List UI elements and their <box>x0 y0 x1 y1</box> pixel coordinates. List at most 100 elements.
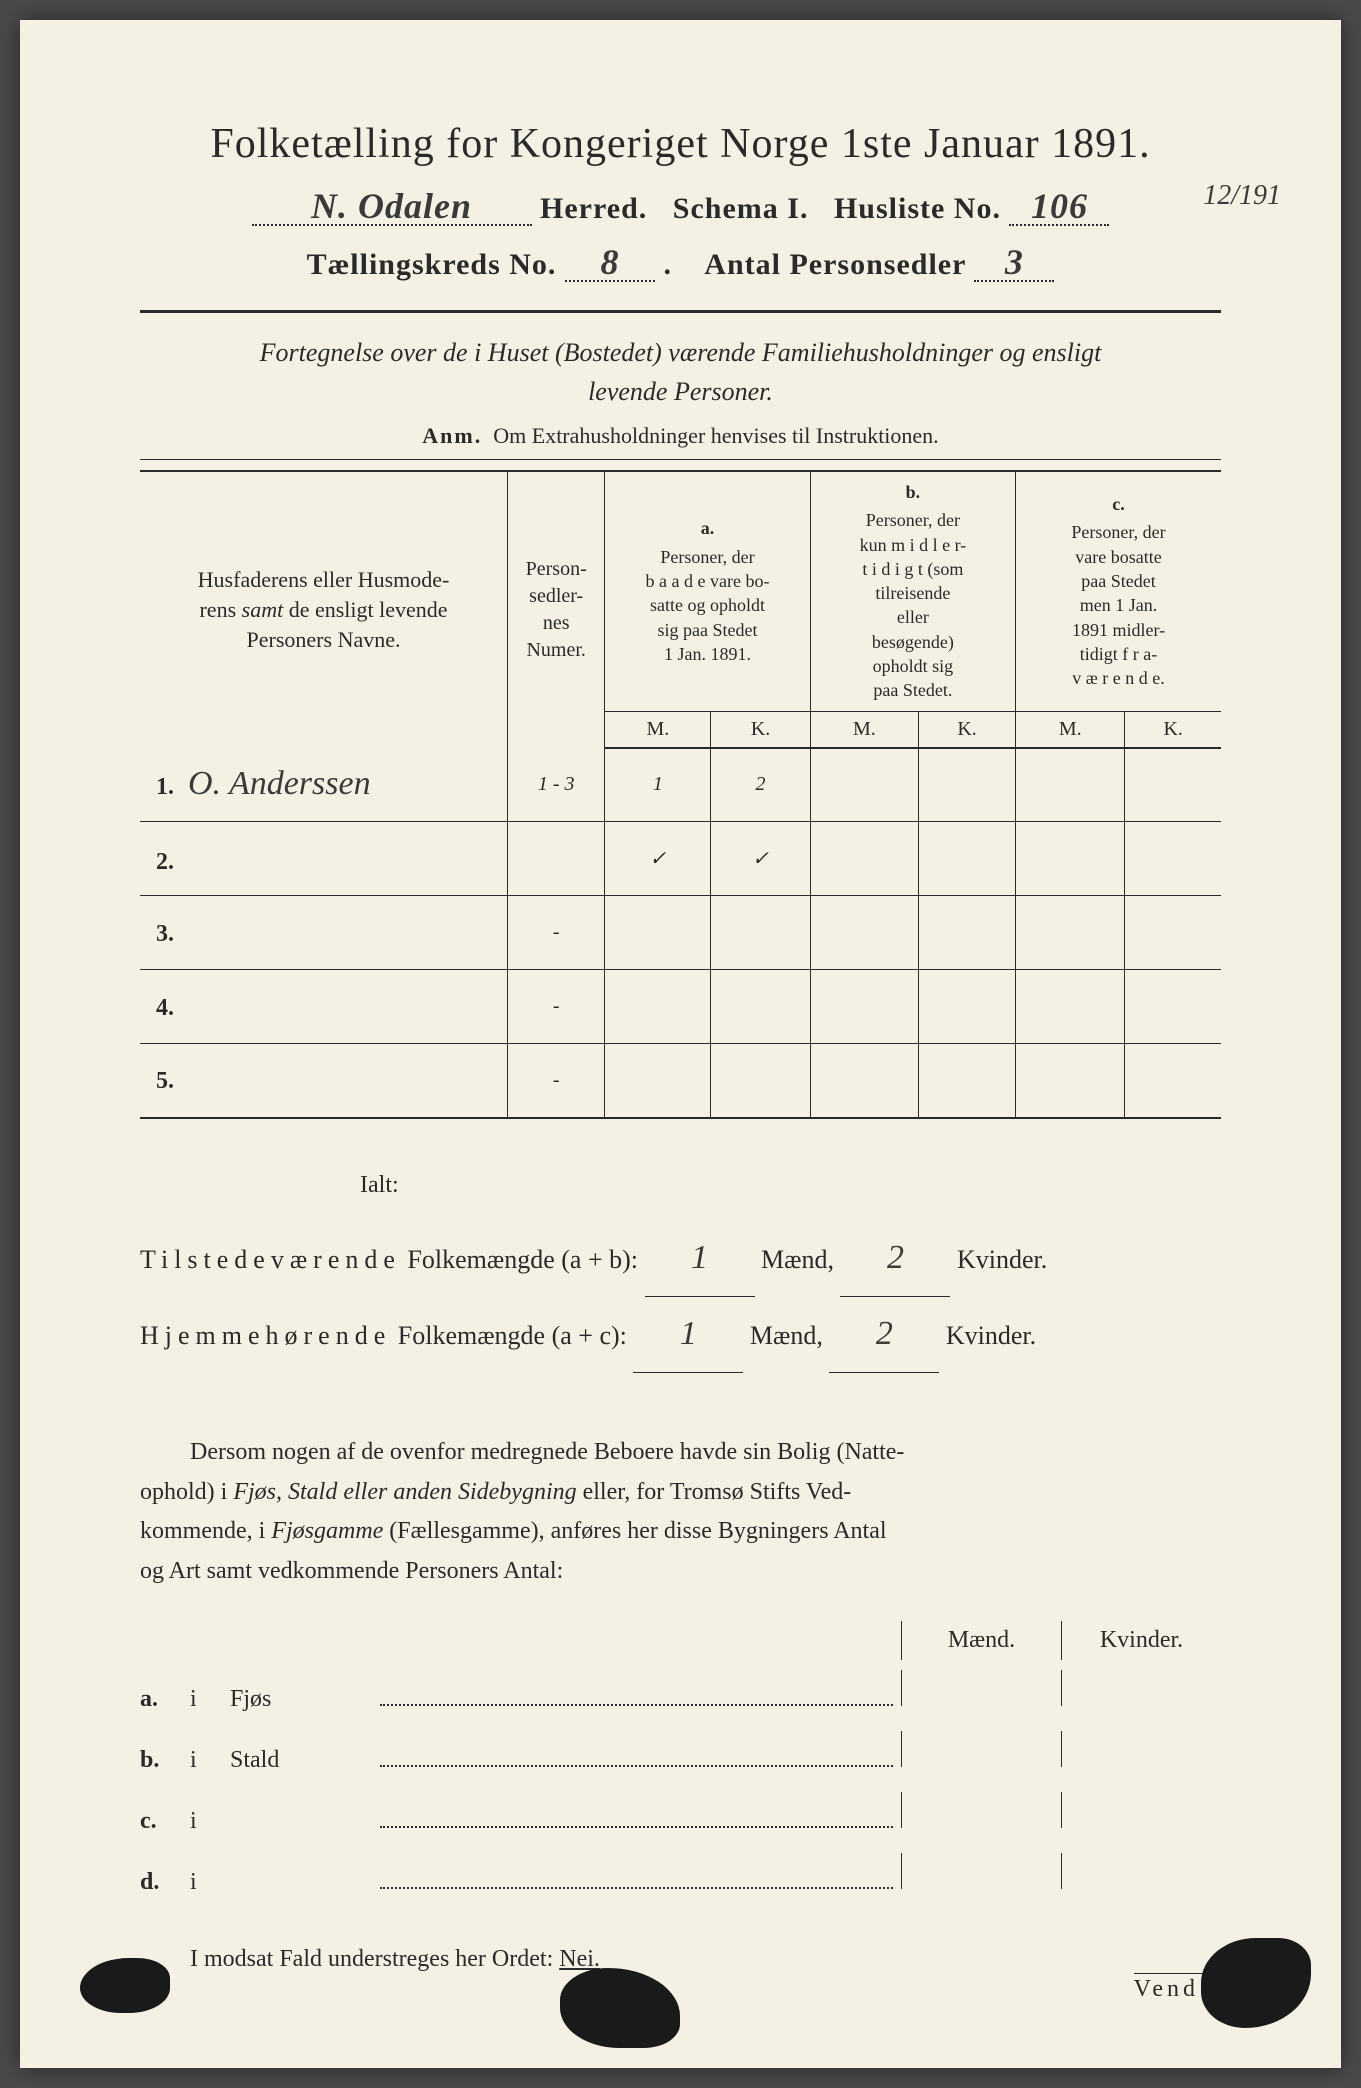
header-line-3: Tællingskreds No. 8 . Antal Personsedler… <box>140 244 1221 282</box>
census-form-page: Folketælling for Kongeriget Norge 1ste J… <box>20 20 1341 2068</box>
hjemme-k: 2 <box>829 1297 939 1373</box>
header-line-2: N. Odalen Herred. Schema I. Husliste No.… <box>140 188 1221 226</box>
kvinder-label: Kvinder. <box>946 1321 1036 1350</box>
footer-line: I modsat Fald understreges her Ordet: Ne… <box>140 1946 1221 1973</box>
lower-c-i: i <box>190 1808 230 1835</box>
cell-b-m <box>810 970 918 1044</box>
cell-c-k <box>1125 822 1221 896</box>
cell-a-k <box>711 1044 810 1118</box>
lower-d-m <box>901 1853 1061 1889</box>
col-a-m: M. <box>605 711 711 748</box>
col-a-head: a. Personer, derb a a d e vare bo-satte … <box>605 471 810 711</box>
kvinder-label: Kvinder. <box>957 1245 1047 1274</box>
subheading: Fortegnelse over de i Huset (Bostedet) v… <box>140 333 1221 411</box>
cell-c-k <box>1125 748 1221 822</box>
table-row: 5. - <box>140 1044 1221 1118</box>
col-c-head: c. Personer, dervare bosattepaa Stedetme… <box>1016 471 1221 711</box>
totals-line-2: Hjemmehørende Folkemængde (a + c): 1 Mæn… <box>140 1297 1221 1373</box>
cell-a-k: ✓ <box>711 822 810 896</box>
row-num: 4. <box>156 995 174 1021</box>
hjemme-m: 1 <box>633 1297 743 1373</box>
census-table: Husfaderens eller Husmode-rens samt de e… <box>140 470 1221 1119</box>
side-note: 12/191 <box>1203 180 1281 212</box>
cell-c-m <box>1016 1044 1125 1118</box>
paper-damage <box>1201 1938 1311 2028</box>
lower-b-txt: Stald <box>230 1747 380 1774</box>
lower-maend-head: Mænd. <box>901 1621 1061 1660</box>
husliste-label: Husliste No. <box>834 192 1001 225</box>
table-row: 2. ✓ ✓ <box>140 822 1221 896</box>
cell-b-m <box>810 822 918 896</box>
antal-label: Antal Personsedler <box>704 248 966 281</box>
lower-d-k <box>1061 1853 1221 1889</box>
row-num: 1. <box>156 774 174 800</box>
cell-c-k <box>1125 970 1221 1044</box>
hjemme-spaced: Hjemmehørende <box>140 1321 391 1350</box>
cell-a-m: ✓ <box>605 822 711 896</box>
cell-c-m <box>1016 748 1125 822</box>
col-c-k: K. <box>1125 711 1221 748</box>
lower-a-lbl: a. <box>140 1686 190 1713</box>
lower-c-k <box>1061 1792 1221 1828</box>
table-row: 1.O. Anderssen 1 - 3 1 2 <box>140 748 1221 822</box>
subheading-line2: levende Personer. <box>588 377 773 406</box>
tilstede-k: 2 <box>840 1221 950 1297</box>
row-num: 5. <box>156 1068 174 1094</box>
dots <box>380 1704 893 1706</box>
totals-line-1: Tilstedeværende Folkemængde (a + b): 1 M… <box>140 1221 1221 1297</box>
lower-b-k <box>1061 1731 1221 1767</box>
col-name-head: Husfaderens eller Husmode-rens samt de e… <box>140 471 508 748</box>
totals-block: Ialt: Tilstedeværende Folkemængde (a + b… <box>140 1159 1221 1373</box>
row-name: O. Anderssen <box>188 765 371 802</box>
herred-field: N. Odalen <box>252 188 532 226</box>
cell-b-m <box>810 748 918 822</box>
lower-kvinder-head: Kvinder. <box>1061 1621 1221 1660</box>
anm-bold: Anm. <box>422 423 482 448</box>
col-b-head: b. Personer, derkun m i d l e r-t i d i … <box>810 471 1015 711</box>
cell-a-k: 2 <box>711 748 810 822</box>
cell-a-k <box>711 896 810 970</box>
cell-a-m <box>605 970 711 1044</box>
lower-a-txt: Fjøs <box>230 1686 380 1713</box>
thin-divider <box>140 459 1221 460</box>
cell-b-k <box>919 970 1016 1044</box>
lower-c-lbl: c. <box>140 1808 190 1835</box>
tilstede-m: 1 <box>645 1221 755 1297</box>
herred-label: Herred. <box>540 192 647 225</box>
col-b-k: K. <box>919 711 1016 748</box>
anm-line: Anm. Om Extrahusholdninger henvises til … <box>140 423 1221 449</box>
lower-d-i: i <box>190 1869 230 1896</box>
cell-c-k <box>1125 896 1221 970</box>
lower-row-d: d. i <box>140 1853 1221 1896</box>
dots <box>380 1826 893 1828</box>
vend-label: Vend! <box>1134 1973 1211 2003</box>
row-num: 2. <box>156 849 174 875</box>
table-row: 3. - <box>140 896 1221 970</box>
cell-b-k <box>919 822 1016 896</box>
lower-row-a: a. i Fjøs <box>140 1670 1221 1713</box>
husliste-field: 106 <box>1009 188 1109 226</box>
col-c-label: c. <box>1022 492 1215 516</box>
page-title: Folketælling for Kongeriget Norge 1ste J… <box>140 120 1221 168</box>
col-b-m: M. <box>810 711 918 748</box>
col-c-m: M. <box>1016 711 1125 748</box>
lower-d-lbl: d. <box>140 1869 190 1896</box>
kreds-field: 8 <box>565 244 655 282</box>
maend-label: Mænd, <box>761 1245 834 1274</box>
cell-b-m <box>810 1044 918 1118</box>
lower-a-k <box>1061 1670 1221 1706</box>
cell-a-k <box>711 970 810 1044</box>
row-num-val <box>508 822 605 896</box>
explanatory-paragraph: Dersom nogen af de ovenfor medregnede Be… <box>140 1433 1221 1591</box>
cell-c-k <box>1125 1044 1221 1118</box>
cell-b-k <box>919 1044 1016 1118</box>
row-num-val: - <box>508 970 605 1044</box>
kreds-label: Tællingskreds No. <box>307 248 557 281</box>
col-a-label: a. <box>611 516 803 540</box>
antal-field: 3 <box>974 244 1054 282</box>
tilstede-spaced: Tilstedeværende <box>140 1245 401 1274</box>
lower-block: Mænd. Kvinder. a. i Fjøs b. i Stald c. i <box>140 1621 1221 1896</box>
lower-row-b: b. i Stald <box>140 1731 1221 1774</box>
table-row: 4. - <box>140 970 1221 1044</box>
cell-a-m <box>605 1044 711 1118</box>
